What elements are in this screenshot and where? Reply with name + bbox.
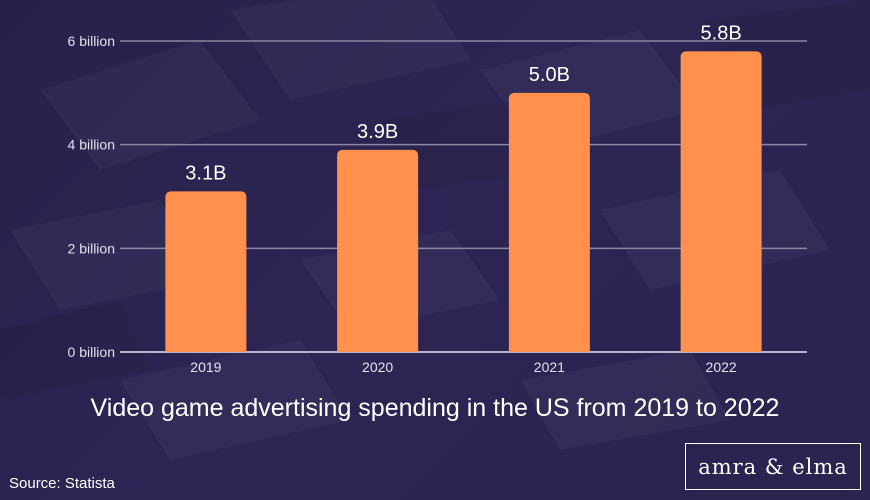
x-tick-label: 2019 — [190, 359, 221, 375]
x-tick-label: 2022 — [706, 359, 737, 375]
data-label: 3.9B — [357, 121, 398, 143]
bar-2019 — [165, 191, 247, 352]
x-tick-label: 2020 — [362, 359, 393, 375]
data-label: 5.8B — [701, 22, 742, 44]
data-label: 5.0B — [529, 64, 570, 86]
brand-logo-text: amra & elma — [698, 454, 848, 479]
data-label: 3.1B — [185, 162, 226, 184]
y-tick-label: 2 billion — [68, 240, 115, 256]
x-tick-label: 2021 — [534, 359, 565, 375]
bar-2022 — [680, 51, 762, 352]
source-note: Source: Statista — [9, 475, 115, 492]
y-tick-label: 4 billion — [68, 137, 115, 153]
brand-logo: amra & elma — [685, 443, 861, 490]
y-tick-label: 0 billion — [68, 344, 115, 360]
chart-title: Video game advertising spending in the U… — [90, 394, 780, 422]
bar-2020 — [337, 149, 419, 352]
bar-2021 — [508, 92, 590, 352]
y-tick-label: 6 billion — [68, 33, 115, 49]
